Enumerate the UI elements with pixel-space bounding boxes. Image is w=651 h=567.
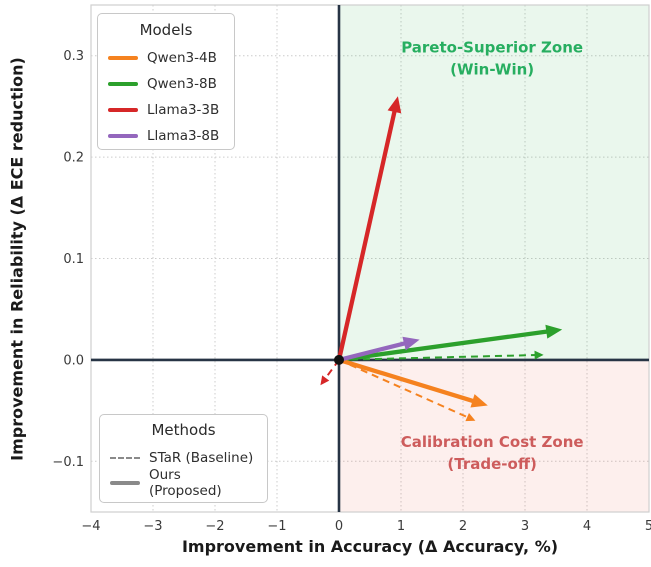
vector-head-llama3-3b [387,96,402,114]
x-tick-label: −1 [267,519,286,534]
legend-color-swatch [108,82,138,86]
legend-color-swatch [108,56,138,60]
vector-head-qwen3-8b [545,324,563,339]
legend-item-label: Llama3-8B [147,128,220,144]
legend-item-label: Qwen3-8B [147,76,217,92]
methods-legend-item: STaR (Baseline) [110,445,257,470]
x-tick-label: 4 [583,519,591,534]
y-tick-label: 0.3 [63,49,84,64]
models-legend-item: Qwen3-4B [108,45,224,71]
y-tick-label: −0.1 [52,455,84,470]
x-tick-label: −3 [143,519,162,534]
x-tick-label: 2 [459,519,467,534]
vector-head-qwen3-8b [534,350,544,360]
y-tick-label: 0.1 [63,252,84,267]
models-legend-item: Llama3-3B [108,97,224,123]
vector-shaft-qwen3-4b [338,357,476,404]
methods-legend-title: Methods [151,421,216,439]
x-tick-label: 1 [397,519,405,534]
pareto-superior-zone [339,5,649,360]
models-legend-item: Llama3-8B [108,123,224,149]
y-tick-label: 0.0 [63,353,84,368]
vector-head-llama3-3b [320,375,330,386]
models-legend-items: Qwen3-4B Qwen3-8B Llama3-3B Llama3-8B [108,45,224,149]
x-tick-label: 3 [521,519,529,534]
vector-head-qwen3-4b [465,413,476,422]
legend-color-swatch [108,108,138,112]
x-tick-label: −4 [81,519,100,534]
models-legend-title: Models [139,21,193,39]
x-tick-label: 5 [645,519,651,534]
legend-item-label: Ours (Proposed) [149,466,222,499]
x-tick-label: 0 [335,519,343,534]
vector-shaft-llama3-8b [338,340,407,362]
origin-dot [334,354,344,365]
vector-shaft-llama3-3b [336,109,397,361]
x-tick-label: −2 [205,519,224,534]
models-legend: Models Qwen3-4B Qwen3-8B Llama3-3B Llama3-8… [97,13,235,150]
calibration-cost-zone [339,359,649,512]
y-tick-label: 0.2 [63,151,84,166]
plot-border [90,4,650,513]
vector-head-qwen3-4b [470,394,488,408]
methods-legend: Methods STaR (Baseline) Ours (Proposed) [99,414,268,503]
pareto-superior-zone-label: Pareto-Superior Zone (Win-Win) [401,39,583,79]
legend-item-label: STaR (Baseline) [149,449,254,466]
models-legend-item: Qwen3-8B [108,71,224,97]
legend-color-swatch [108,134,138,138]
methods-legend-item: Ours (Proposed) [110,467,257,499]
legend-item-label: Llama3-3B [147,102,220,118]
calibration-cost-zone-label: Calibration Cost Zone (Trade-off) [401,433,584,473]
methods-legend-items: STaR (Baseline) Ours (Proposed) [110,445,257,499]
legend-line-swatch [110,480,140,485]
legend-item-label: Qwen3-4B [147,50,217,66]
y-axis-label: Improvement in Reliability (Δ ECE reduct… [7,57,27,461]
vector-shaft-qwen3-8b [338,354,537,361]
vector-shaft-qwen3-8b [338,329,549,363]
x-axis-label: Improvement in Accuracy (Δ Accuracy, %) [181,537,559,556]
legend-line-swatch [110,456,140,459]
vector-head-llama3-8b [402,336,420,351]
